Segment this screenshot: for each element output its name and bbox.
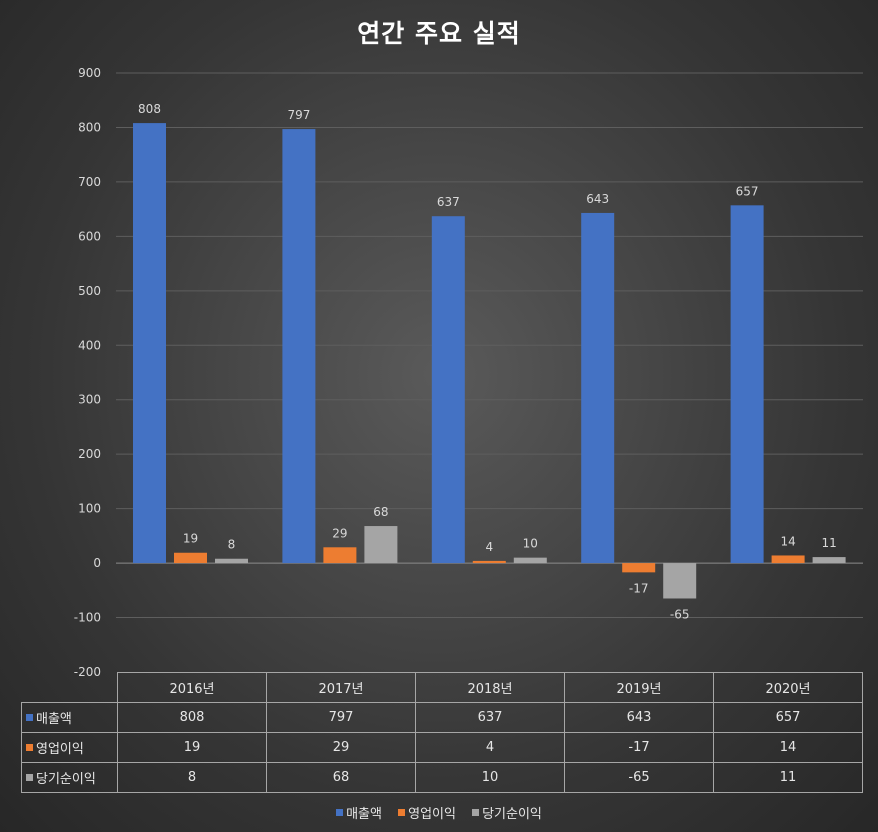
y-tick-label: 200 xyxy=(78,447,101,461)
bar-operating-profit[interactable] xyxy=(174,552,207,564)
data-label-operating-profit: 29 xyxy=(332,526,347,540)
table-header-2019: 2019년 xyxy=(564,672,714,703)
data-label-net-income: 8 xyxy=(228,538,236,552)
bar-net-income[interactable] xyxy=(663,563,697,599)
table-cell: 643 xyxy=(564,702,714,733)
table-row-net-income: 당기순이익 8 68 10 -65 11 xyxy=(21,762,863,793)
legend-label-revenue: 매출액 xyxy=(346,807,382,822)
series-name-operating-profit: 영업이익 xyxy=(36,742,84,757)
bar-operating-profit[interactable] xyxy=(323,547,357,564)
legend-swatch-net-income xyxy=(472,809,480,816)
series-name-net-income: 당기순이익 xyxy=(36,772,96,787)
bar-revenue[interactable] xyxy=(730,205,764,564)
data-label-net-income: -65 xyxy=(670,607,690,621)
table-cell: 29 xyxy=(266,732,416,763)
legend-label-operating-profit: 영업이익 xyxy=(408,807,456,822)
bar-revenue[interactable] xyxy=(282,129,316,564)
bar-operating-profit[interactable] xyxy=(472,560,506,564)
table-cell: -17 xyxy=(564,732,714,763)
data-label-net-income: 10 xyxy=(523,537,538,551)
y-tick-label: 0 xyxy=(93,556,101,570)
data-label-net-income: 68 xyxy=(373,505,388,519)
table-row-label: 당기순이익 xyxy=(21,762,118,793)
table-row-label: 영업이익 xyxy=(21,732,118,763)
table-row-revenue: 매출액 808 797 637 643 657 xyxy=(21,702,863,733)
legend-item-revenue[interactable]: 매출액 xyxy=(336,803,382,822)
y-tick-label: 700 xyxy=(78,175,101,189)
y-tick-label: 900 xyxy=(78,66,101,80)
data-label-revenue: 657 xyxy=(736,184,759,198)
series-swatch-operating-profit xyxy=(26,744,33,751)
bar-operating-profit[interactable] xyxy=(622,563,656,573)
table-cell: 11 xyxy=(713,762,863,793)
bar-revenue[interactable] xyxy=(133,123,166,564)
table-cell: 14 xyxy=(713,732,863,763)
table-row-operating-profit: 영업이익 19 29 4 -17 14 xyxy=(21,732,863,763)
legend: 매출액 영업이익 당기순이익 xyxy=(0,803,878,822)
bar-revenue[interactable] xyxy=(431,216,465,564)
y-tick-label: 500 xyxy=(78,284,101,298)
y-tick-label: 100 xyxy=(78,502,101,516)
data-label-revenue: 643 xyxy=(586,192,609,206)
legend-swatch-revenue xyxy=(336,809,344,816)
y-tick-label: 800 xyxy=(78,120,101,134)
table-cell: 657 xyxy=(713,702,863,733)
data-label-operating-profit: 14 xyxy=(780,534,795,548)
table-header-2017: 2017년 xyxy=(266,672,416,703)
legend-item-operating-profit[interactable]: 영업이익 xyxy=(398,803,456,822)
table-cell: 8 xyxy=(117,762,267,793)
table-cell: 19 xyxy=(117,732,267,763)
table-row-label: 매출액 xyxy=(21,702,118,733)
table-cell: -65 xyxy=(564,762,714,793)
table-header-2018: 2018년 xyxy=(415,672,565,703)
data-label-revenue: 808 xyxy=(138,102,161,116)
y-tick-label: 300 xyxy=(78,393,101,407)
y-tick-label: -200 xyxy=(74,665,101,679)
table-cell: 10 xyxy=(415,762,565,793)
data-label-operating-profit: 19 xyxy=(183,532,198,546)
data-label-net-income: 11 xyxy=(821,536,836,550)
series-swatch-revenue xyxy=(26,714,33,721)
table-cell: 637 xyxy=(415,702,565,733)
table-cell: 68 xyxy=(266,762,416,793)
series-swatch-net-income xyxy=(26,774,33,781)
y-axis-ticks: -200 -100 0 100 200 300 400 500 600 700 800 900 xyxy=(74,66,101,679)
data-labels: 808 797 637 643 657 19 29 4 -17 14 8 68 10 -65 11 xyxy=(138,102,837,621)
data-label-operating-profit: -17 xyxy=(629,581,649,595)
y-tick-label: 400 xyxy=(78,338,101,352)
table-header-2020: 2020년 xyxy=(713,672,863,703)
legend-item-net-income[interactable]: 당기순이익 xyxy=(472,803,542,822)
bar-net-income[interactable] xyxy=(364,526,398,564)
bar-net-income[interactable] xyxy=(812,557,846,564)
chart-title: 연간 주요 실적 xyxy=(357,19,521,48)
data-label-revenue: 797 xyxy=(287,108,310,122)
bar-operating-profit[interactable] xyxy=(771,555,805,564)
bar-net-income[interactable] xyxy=(513,557,547,564)
y-tick-label: 600 xyxy=(78,229,101,243)
table-cell: 808 xyxy=(117,702,267,733)
bars xyxy=(133,123,846,599)
bar-revenue[interactable] xyxy=(581,212,615,564)
data-table: 2016년 2017년 2018년 2019년 2020년 매출액 808 79… xyxy=(21,672,863,793)
table-corner xyxy=(22,673,118,703)
legend-label-net-income: 당기순이익 xyxy=(482,807,542,822)
y-tick-label: -100 xyxy=(74,611,101,625)
table-cell: 4 xyxy=(415,732,565,763)
table-header-row: 2016년 2017년 2018년 2019년 2020년 xyxy=(22,672,863,703)
table-cell: 797 xyxy=(266,702,416,733)
legend-swatch-operating-profit xyxy=(398,809,406,816)
table-header-2016: 2016년 xyxy=(117,672,267,703)
series-name-revenue: 매출액 xyxy=(36,712,72,727)
bar-net-income[interactable] xyxy=(215,558,248,564)
data-label-operating-profit: 4 xyxy=(485,540,493,554)
data-label-revenue: 637 xyxy=(437,195,460,209)
